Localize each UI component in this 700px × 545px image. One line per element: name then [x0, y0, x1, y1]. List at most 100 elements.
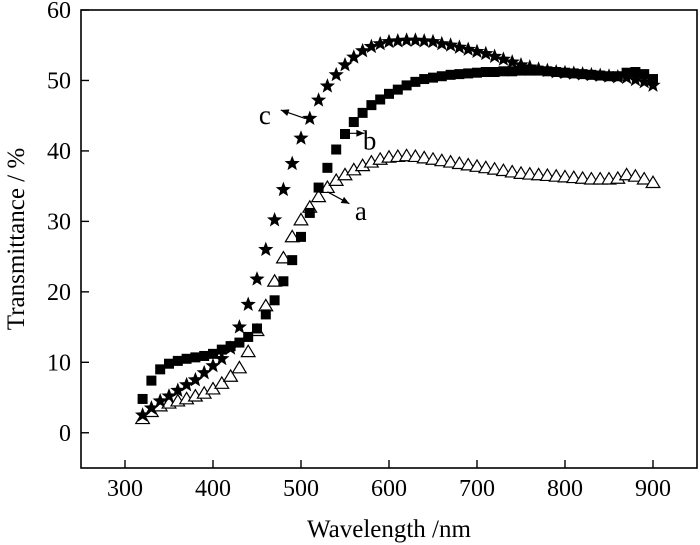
series-c-point — [231, 319, 248, 334]
annotation-label-b: b — [363, 126, 377, 156]
y-tick-label: 50 — [47, 68, 71, 94]
series-c-point — [522, 59, 538, 74]
tick-marks — [81, 9, 654, 468]
annotation-arrow-head — [340, 196, 350, 204]
series-b-point — [234, 337, 245, 348]
series-a-point — [222, 368, 239, 382]
series-b-point — [313, 182, 324, 193]
series-c-point — [319, 78, 336, 93]
series-b-point — [480, 67, 491, 78]
series-b-point — [454, 69, 465, 80]
series-a-point — [460, 157, 477, 171]
series-b-point — [428, 72, 438, 83]
y-tick-label: 10 — [47, 350, 71, 376]
series-c-point — [486, 48, 503, 63]
series-c-point — [530, 61, 547, 76]
series-a-point — [627, 168, 644, 182]
series-b-point — [357, 107, 368, 118]
series-c-point — [372, 35, 388, 51]
series-b-point — [164, 358, 174, 369]
series-c-point — [645, 77, 661, 92]
series-c-point — [574, 66, 591, 81]
series-b-point — [155, 364, 166, 375]
series-c-point — [284, 155, 300, 171]
annotation-label-c: c — [259, 100, 271, 130]
x-tick-label: 600 — [371, 476, 407, 502]
series-c-point — [178, 376, 195, 392]
series-b-point — [278, 276, 289, 287]
series-b-point — [208, 348, 218, 359]
series-b-point — [489, 67, 500, 78]
series-c-point — [143, 400, 160, 415]
series-c-point — [302, 110, 318, 125]
series-c-point — [583, 66, 600, 82]
series-a-point — [275, 250, 292, 264]
series-b-point — [304, 207, 315, 218]
series-b-point — [331, 144, 342, 155]
series-b-point — [436, 71, 447, 82]
series-b-point — [243, 331, 254, 342]
series-c-point — [478, 45, 494, 61]
series-c-point — [557, 64, 573, 80]
series-b-point — [252, 323, 262, 334]
series-c-point — [469, 43, 485, 59]
series-a-point — [636, 171, 653, 185]
series-b-point — [516, 65, 526, 76]
series-a-point — [266, 273, 283, 287]
series-b-point — [287, 255, 298, 266]
series-c-point — [610, 68, 626, 84]
series-a-point — [284, 229, 301, 243]
series-b-point — [216, 344, 227, 355]
series-c-point — [354, 42, 371, 58]
series-b-markers — [137, 65, 658, 404]
series-b-point — [269, 295, 280, 306]
series-c-point — [152, 393, 168, 408]
series-c-point — [407, 32, 424, 47]
series-b-point — [419, 74, 430, 85]
series-b-point — [401, 80, 412, 91]
series-b-point — [181, 353, 192, 364]
series-c-point — [275, 181, 292, 197]
series-c-point — [495, 51, 512, 66]
series-a-point — [486, 161, 503, 175]
series-c-point — [592, 67, 608, 82]
series-c-point — [196, 364, 212, 380]
y-tick-label: 60 — [47, 0, 71, 24]
series-a-markers — [134, 148, 661, 425]
series-c-point — [618, 69, 635, 85]
series-c-point — [390, 33, 406, 48]
series-c-point — [258, 241, 274, 257]
series-c-point — [460, 41, 476, 56]
annotation-arrow-head — [280, 109, 290, 116]
series-a-point — [504, 164, 521, 178]
series-c-point — [504, 54, 520, 69]
series-b-point — [340, 129, 350, 140]
series-c-point — [187, 371, 204, 387]
series-b-point — [507, 66, 518, 77]
series-annotations: a b c — [259, 100, 376, 226]
annotation-label-a: a — [355, 196, 367, 226]
y-tick-label: 0 — [59, 421, 71, 447]
series-a-point — [416, 150, 433, 164]
x-tick-label: 800 — [547, 476, 583, 502]
x-tick-label: 700 — [459, 476, 495, 502]
series-c-point — [451, 39, 468, 54]
series-c-point — [513, 56, 529, 72]
x-tick-label: 900 — [635, 476, 671, 502]
series-b-point — [172, 355, 183, 366]
series-c-point — [222, 340, 239, 355]
series-b-point — [472, 67, 482, 78]
y-tick-labels: 0 10 20 30 40 50 60 — [47, 0, 71, 447]
series-b-point — [384, 88, 394, 99]
x-tick-labels: 300 400 500 600 700 800 900 — [107, 476, 671, 502]
series-a-point — [477, 160, 494, 174]
series-b-point — [524, 65, 535, 76]
y-tick-label: 40 — [47, 139, 71, 165]
series-c-point — [539, 62, 556, 78]
series-c-point — [249, 271, 265, 286]
series-c-point — [240, 296, 256, 311]
series-c-point — [161, 388, 177, 403]
series-c-point — [442, 37, 459, 52]
series-c-markers — [134, 32, 661, 422]
